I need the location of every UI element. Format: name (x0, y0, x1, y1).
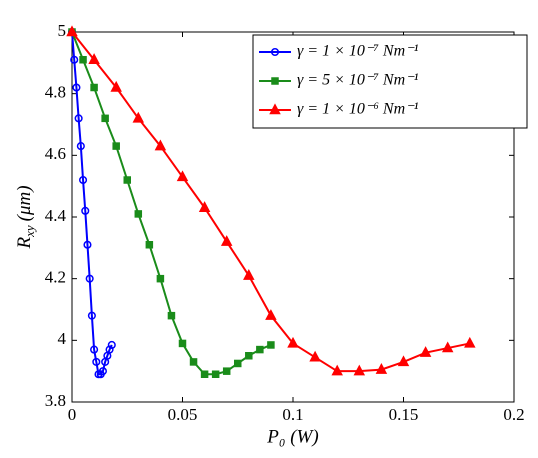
marker (83, 240, 92, 249)
x-tick-label: 0.05 (168, 405, 198, 424)
y-label-base: R (14, 237, 35, 250)
y-tick-label: 4 (58, 329, 67, 348)
marker (81, 206, 90, 215)
marker (375, 363, 388, 374)
series-line (71, 31, 272, 376)
legend-label: γ = 5 × 10⁻⁷ Nm⁻¹ (297, 72, 419, 89)
marker (200, 370, 209, 378)
legend-box (252, 34, 528, 129)
x-tick-label: 0.1 (282, 405, 303, 424)
legend-marker (270, 47, 280, 57)
marker (178, 339, 187, 348)
marker (72, 83, 81, 92)
marker (74, 114, 83, 123)
marker (145, 241, 154, 249)
x-tick-label: 0 (68, 405, 77, 424)
marker (70, 55, 79, 64)
marker (110, 80, 122, 92)
x-tick-label: 0.15 (389, 405, 419, 424)
x-axis-label: P₀ (W) (266, 426, 318, 447)
marker (222, 367, 231, 375)
marker (107, 340, 116, 350)
marker (353, 364, 366, 376)
legend-label: γ = 1 × 10⁻⁶ Nm⁻¹ (297, 101, 419, 118)
marker (105, 345, 114, 354)
marker (134, 210, 143, 218)
marker (90, 345, 99, 354)
marker (198, 201, 211, 212)
marker (76, 142, 85, 151)
marker (154, 139, 167, 151)
marker (309, 350, 321, 362)
marker (88, 53, 100, 64)
marker (132, 111, 145, 123)
marker (85, 274, 94, 283)
marker (66, 25, 78, 37)
marker (123, 176, 131, 184)
y-tick-label: 4.4 (45, 206, 67, 225)
series-line (71, 31, 113, 376)
marker (331, 364, 343, 376)
marker (92, 357, 101, 366)
marker (112, 142, 120, 150)
marker (98, 367, 107, 376)
y-label-unit: (μm) (14, 185, 35, 221)
legend-label: γ = 1 × 10⁻⁷ Nm⁻¹ (297, 43, 419, 60)
marker (220, 235, 233, 246)
marker (397, 355, 410, 367)
marker (287, 336, 299, 348)
marker (79, 56, 87, 64)
marker (79, 175, 88, 185)
legend-marker (269, 103, 281, 115)
marker (267, 341, 275, 349)
marker (243, 268, 255, 280)
marker (87, 311, 96, 320)
marker (101, 114, 109, 123)
legend-marker (271, 77, 279, 85)
marker (156, 274, 165, 283)
marker (189, 358, 198, 366)
marker (211, 370, 220, 378)
marker (256, 345, 264, 354)
marker (245, 352, 253, 360)
y-tick-label: 4.8 (45, 83, 66, 102)
marker (441, 341, 454, 353)
marker (176, 170, 189, 182)
y-tick-label: 3.8 (45, 391, 66, 410)
marker (90, 83, 98, 92)
y-tick-label: 4.6 (45, 144, 66, 163)
marker (419, 346, 432, 357)
marker (464, 336, 476, 348)
y-axis-label: Rxy (μm) (14, 185, 37, 249)
marker (234, 359, 242, 368)
marker (167, 311, 176, 320)
marker (265, 309, 277, 320)
y-tick-label: 5 (58, 21, 67, 40)
y-label-sub: xy (22, 225, 37, 238)
y-tick-label: 4.2 (45, 268, 66, 287)
x-tick-label: 0.2 (503, 405, 524, 424)
